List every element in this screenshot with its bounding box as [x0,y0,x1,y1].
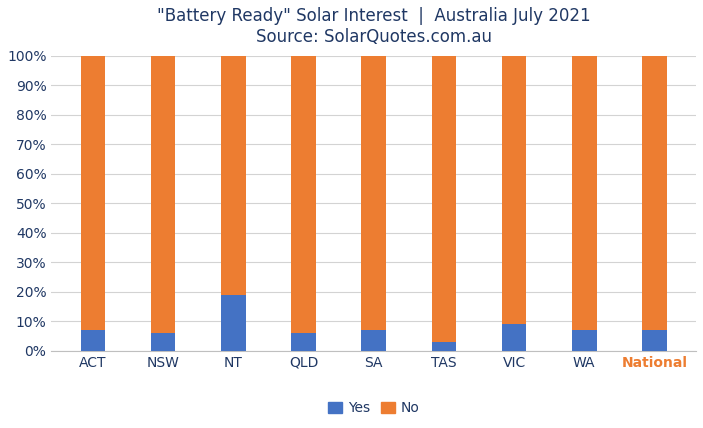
Bar [502,324,527,351]
Bar [572,56,597,330]
Bar [221,295,245,351]
Bar [81,56,105,330]
Bar [361,330,386,351]
Title: "Battery Ready" Solar Interest  |  Australia July 2021
Source: SolarQuotes.com.a: "Battery Ready" Solar Interest | Austral… [157,7,591,46]
Bar [361,56,386,330]
Bar [432,56,456,342]
Bar [151,56,175,333]
Bar [291,333,316,351]
Bar [151,333,175,351]
Bar [642,56,666,330]
Bar [432,342,456,351]
Bar [572,330,597,351]
Legend: Yes, No: Yes, No [323,396,425,421]
Bar [81,330,105,351]
Bar [642,330,666,351]
Bar [221,56,245,295]
Bar [502,56,527,324]
Bar [291,56,316,333]
